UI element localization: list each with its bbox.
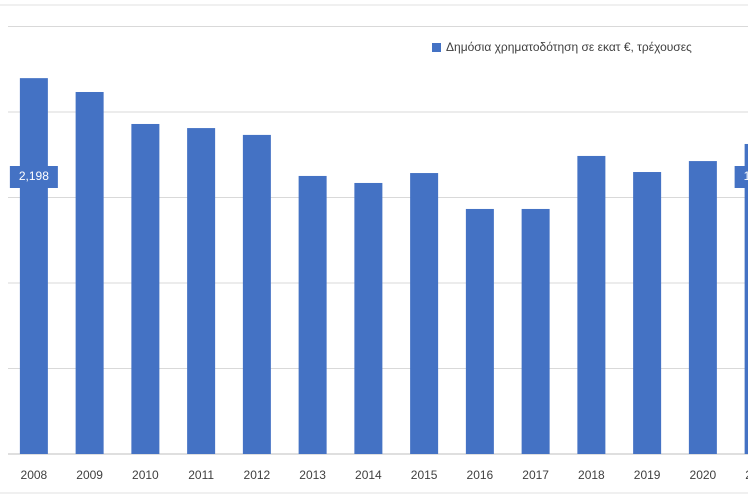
x-tick-label: 2018 [578, 468, 605, 482]
bar [354, 182, 383, 454]
x-tick-label: 2019 [634, 468, 661, 482]
bar [131, 123, 160, 454]
bar [75, 91, 104, 455]
bar [298, 175, 327, 455]
bar [187, 128, 216, 454]
data-label-box [9, 166, 58, 188]
bar [633, 172, 662, 454]
data-label: 1,813 [744, 169, 748, 183]
x-tick-label: 2021 [745, 468, 748, 482]
x-tick-label: 2011 [188, 468, 214, 482]
bar [688, 161, 717, 454]
bar [521, 208, 550, 454]
x-tick-label: 2017 [522, 468, 549, 482]
bar [19, 78, 48, 454]
x-tick-label: 2020 [690, 468, 717, 482]
legend-label: Δημόσια χρηματοδότηση σε εκατ €, τρέχουσ… [446, 40, 692, 54]
bar [744, 143, 748, 455]
legend-swatch [432, 43, 441, 52]
bar [410, 173, 439, 454]
x-tick-label: 2012 [244, 468, 271, 482]
bar [465, 208, 494, 454]
data-label-box [734, 166, 748, 188]
x-tick-label: 2016 [467, 468, 494, 482]
x-tick-label: 2010 [132, 468, 159, 482]
x-tick-label: 2015 [411, 468, 438, 482]
x-tick-label: 2013 [299, 468, 326, 482]
x-tick-label: 2014 [355, 468, 382, 482]
x-tick-label: 2009 [76, 468, 103, 482]
x-tick-label: 2008 [21, 468, 48, 482]
bar [577, 155, 606, 454]
bar [242, 134, 271, 454]
data-label: 2,198 [19, 169, 49, 183]
